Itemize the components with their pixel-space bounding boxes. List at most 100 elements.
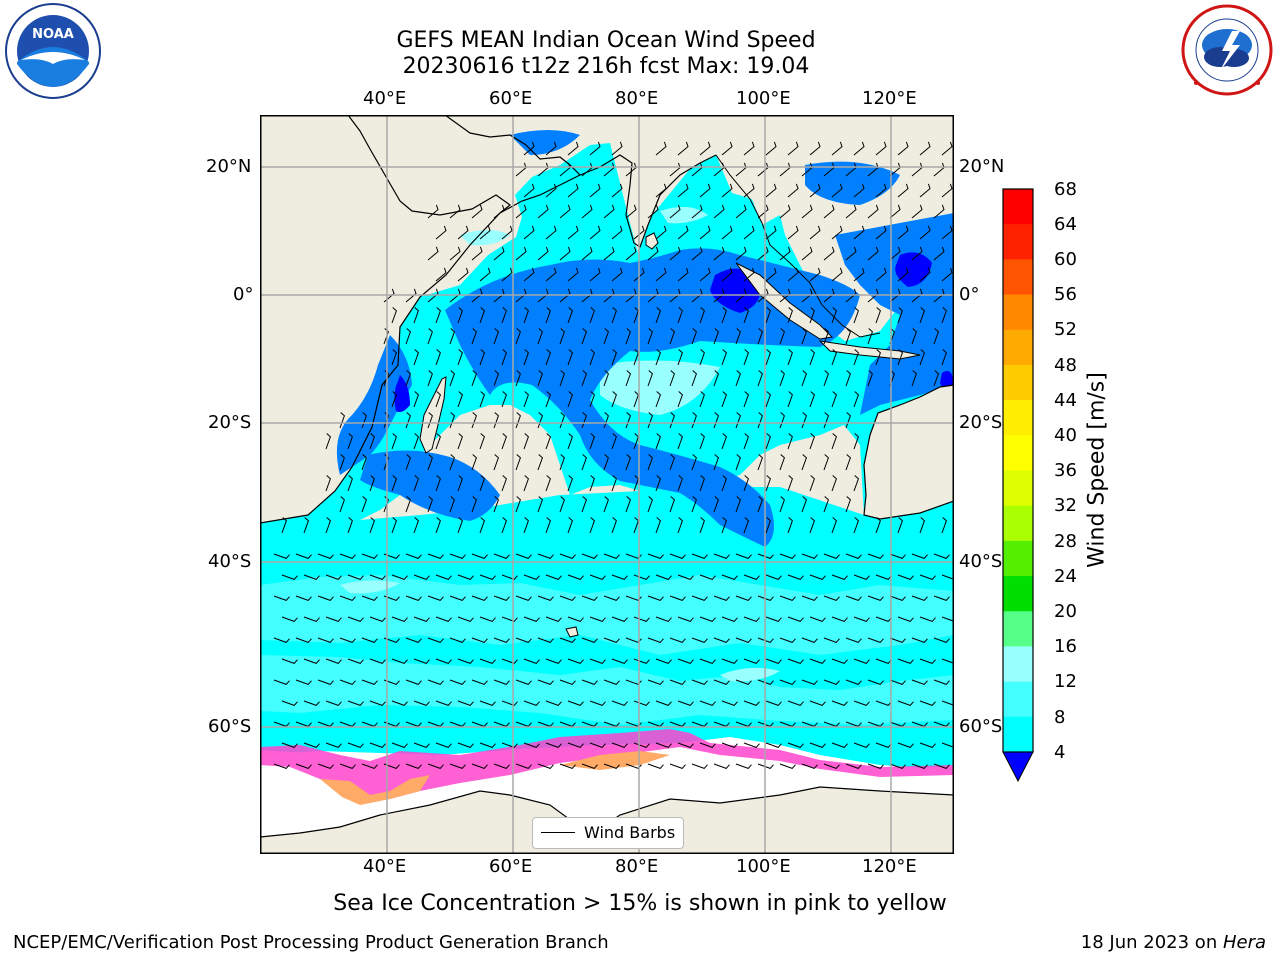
wind-barb xyxy=(713,370,719,387)
wind-barb xyxy=(713,412,719,429)
wind-barb xyxy=(801,370,807,387)
wind-barb xyxy=(567,742,584,748)
wind-barb xyxy=(325,517,331,534)
wind-barb xyxy=(589,517,595,534)
wind-barb xyxy=(933,288,945,303)
colorbar-tick: 28 xyxy=(1054,531,1077,552)
wind-barb xyxy=(669,288,681,303)
wind-barb xyxy=(435,349,441,366)
wind-barb xyxy=(501,517,507,534)
wind-barb xyxy=(677,349,683,366)
wind-barb xyxy=(537,412,543,429)
wind-barbs-legend-label: Wind Barbs xyxy=(584,823,676,842)
wind-barb xyxy=(457,616,474,622)
wind-speed-map xyxy=(260,115,954,854)
map-frame xyxy=(260,115,954,854)
wind-barb xyxy=(515,553,532,559)
wind-barb xyxy=(677,307,683,324)
wind-barb xyxy=(757,763,774,769)
colorbar-segment xyxy=(1003,435,1033,471)
wind-barb xyxy=(831,700,848,706)
wind-barb xyxy=(559,496,565,513)
wind-barb xyxy=(647,496,653,513)
wind-barb xyxy=(413,517,419,534)
wind-barb xyxy=(699,225,711,240)
wind-barb xyxy=(625,412,631,429)
wind-barb xyxy=(889,553,906,559)
wind-barb xyxy=(545,141,557,156)
wind-barb xyxy=(611,349,617,366)
wind-barb xyxy=(699,141,711,156)
wind-barb xyxy=(589,475,595,492)
lat-tick-left: 40°S xyxy=(208,551,252,572)
wind-barb xyxy=(611,700,628,706)
wind-barb xyxy=(823,496,829,513)
wind-barb xyxy=(845,412,851,429)
wind-barb xyxy=(779,246,791,261)
wind-barb xyxy=(449,204,461,219)
wind-barb xyxy=(801,328,807,345)
wind-barb xyxy=(779,679,796,685)
wind-barb xyxy=(383,595,400,601)
colorbar-segment xyxy=(1003,716,1033,753)
wind-barb xyxy=(537,595,554,601)
wind-barb xyxy=(611,225,623,240)
wind-barb xyxy=(647,679,664,685)
colorbar-tick: 24 xyxy=(1054,566,1077,587)
wind-barb xyxy=(537,288,549,303)
wind-barb xyxy=(559,328,565,345)
lat-tick-right: 20°N xyxy=(959,156,1005,177)
wind-barb xyxy=(919,183,931,198)
colorbar-segment xyxy=(1003,681,1033,718)
wind-barb xyxy=(735,553,752,559)
wind-barb xyxy=(809,141,821,156)
wind-barb xyxy=(845,328,851,345)
wind-barb xyxy=(743,616,760,622)
wind-barb xyxy=(845,637,862,643)
wind-barb xyxy=(603,637,620,643)
wind-barb xyxy=(523,700,540,706)
wind-barb xyxy=(339,595,356,601)
wind-barb xyxy=(383,328,389,345)
wind-barb xyxy=(897,141,909,156)
wind-barb xyxy=(361,454,367,471)
wind-barb xyxy=(281,742,298,748)
wind-barb xyxy=(501,700,518,706)
wind-barb xyxy=(677,616,694,622)
wind-barb xyxy=(735,370,741,387)
wind-barb xyxy=(457,742,474,748)
wind-barb xyxy=(867,246,879,261)
wind-barb xyxy=(625,679,642,685)
wind-barb xyxy=(779,204,791,219)
wind-barb xyxy=(691,679,708,685)
wind-barb xyxy=(867,370,873,387)
wind-barb xyxy=(779,553,796,559)
wind-barb xyxy=(809,700,826,706)
wind-barb xyxy=(889,288,901,303)
wind-barb xyxy=(295,679,312,685)
wind-barb xyxy=(449,553,466,559)
wind-barb xyxy=(479,307,485,324)
wind-barb xyxy=(457,574,474,580)
wind-barb xyxy=(559,553,576,559)
wind-barb xyxy=(435,616,452,622)
wind-barb xyxy=(625,553,642,559)
wind-barb xyxy=(515,204,527,219)
wind-barb xyxy=(317,679,334,685)
wind-barb xyxy=(281,517,287,534)
wind-barb xyxy=(611,307,617,324)
colorbar-tick: 52 xyxy=(1054,319,1077,340)
wind-barb xyxy=(537,454,543,471)
wind-barb xyxy=(801,412,807,429)
wind-barb xyxy=(801,246,813,261)
wind-barb xyxy=(501,267,513,282)
wind-barb xyxy=(339,637,356,643)
colorbar-tick: 56 xyxy=(1054,284,1077,305)
wind-barb xyxy=(493,595,510,601)
wind-barb xyxy=(853,700,870,706)
wind-barb xyxy=(545,475,551,492)
lon-tick-bottom: 60°E xyxy=(489,856,533,877)
wind-barb xyxy=(691,595,708,601)
wind-barb xyxy=(647,370,653,387)
wind-barb xyxy=(765,307,771,324)
